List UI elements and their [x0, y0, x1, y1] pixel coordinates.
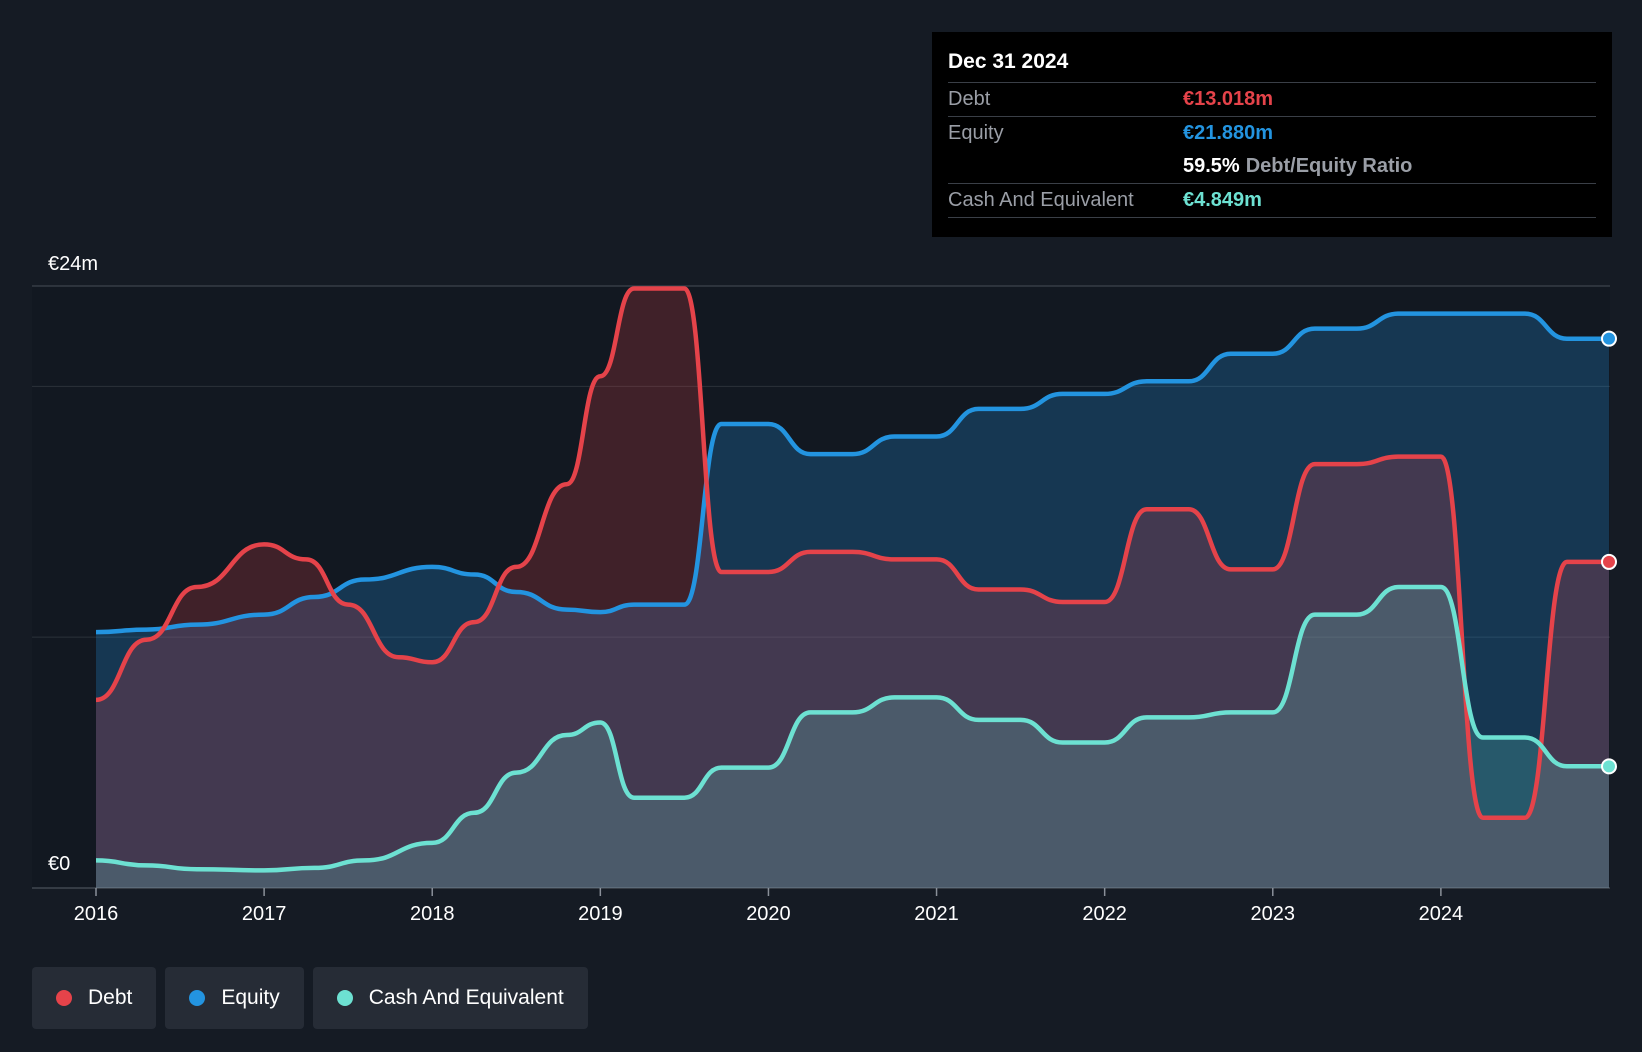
- x-axis-ticks: 2016 2017 2018 2019 2020 2021 2022 2023 2024: [74, 888, 1463, 925]
- debt-endpoint-marker[interactable]: [1601, 553, 1617, 570]
- legend-equity-label: Equity: [221, 986, 280, 1009]
- y-axis-min-label: €0: [48, 853, 70, 875]
- legend-debt-label: Debt: [88, 986, 133, 1009]
- x-tick-label-2020: 2020: [746, 903, 791, 925]
- legend-item-debt[interactable]: Debt: [32, 967, 157, 1029]
- x-tick-label-2021: 2021: [914, 903, 959, 925]
- gridlines: [32, 285, 1610, 889]
- tooltip-debt-label: Debt: [948, 88, 991, 110]
- tooltip-equity-value: €21.880m: [1183, 122, 1274, 144]
- tooltip-equity-label: Equity: [948, 122, 1004, 144]
- cash-dot-icon: [336, 990, 353, 1006]
- tooltip-debt-value: €13.018m: [1183, 88, 1274, 110]
- tooltip-date: Dec 31 2024: [948, 46, 1596, 83]
- x-tick-label-2019: 2019: [578, 903, 623, 925]
- tooltip-ratio-value: 59.5%: [1183, 155, 1240, 177]
- debt-area: [96, 288, 1609, 888]
- cash-and-equivalent-endpoint-marker[interactable]: [1601, 758, 1617, 775]
- equity-area: [96, 313, 1609, 888]
- x-tick-label-2023: 2023: [1251, 903, 1296, 925]
- series-lines: [95, 286, 1617, 873]
- legend-item-equity[interactable]: Equity: [165, 967, 304, 1029]
- hover-tooltip: Dec 31 2024 Debt €13.018m Equity €21.880…: [932, 32, 1612, 237]
- y-axis-max-label: €24m: [48, 253, 98, 275]
- tooltip-cash-label: Cash And Equivalent: [948, 189, 1134, 211]
- cash-and-equivalent-area: [96, 587, 1609, 888]
- legend: Debt Equity Cash And Equivalent: [32, 967, 588, 1029]
- cash-and-equivalent-line: [95, 584, 1609, 873]
- tooltip-ratio-row: 59.5% Debt/Equity Ratio: [948, 150, 1596, 184]
- equity-line: [95, 311, 1609, 635]
- tooltip-equity-row: Equity €21.880m: [948, 117, 1596, 150]
- tooltip-cash-value: €4.849m: [1183, 189, 1262, 211]
- legend-item-cash[interactable]: Cash And Equivalent: [312, 967, 588, 1029]
- tooltip-ratio-label: Debt/Equity Ratio: [1245, 155, 1413, 177]
- debt-line: [95, 286, 1609, 821]
- x-tick-label-2016: 2016: [74, 903, 119, 925]
- equity-endpoint-marker[interactable]: [1601, 330, 1617, 347]
- legend-cash-label: Cash And Equivalent: [368, 986, 564, 1009]
- x-tick-label-2017: 2017: [242, 903, 287, 925]
- debt-dot-icon: [56, 990, 72, 1006]
- x-tick-label-2018: 2018: [410, 903, 455, 925]
- series-areas: [96, 288, 1609, 888]
- x-tick-label-2022: 2022: [1082, 903, 1127, 925]
- equity-dot-icon: [189, 990, 206, 1006]
- tooltip-debt-row: Debt €13.018m: [948, 83, 1596, 117]
- tooltip-cash-row: Cash And Equivalent €4.849m: [948, 184, 1596, 218]
- x-tick-label-2024: 2024: [1419, 903, 1464, 925]
